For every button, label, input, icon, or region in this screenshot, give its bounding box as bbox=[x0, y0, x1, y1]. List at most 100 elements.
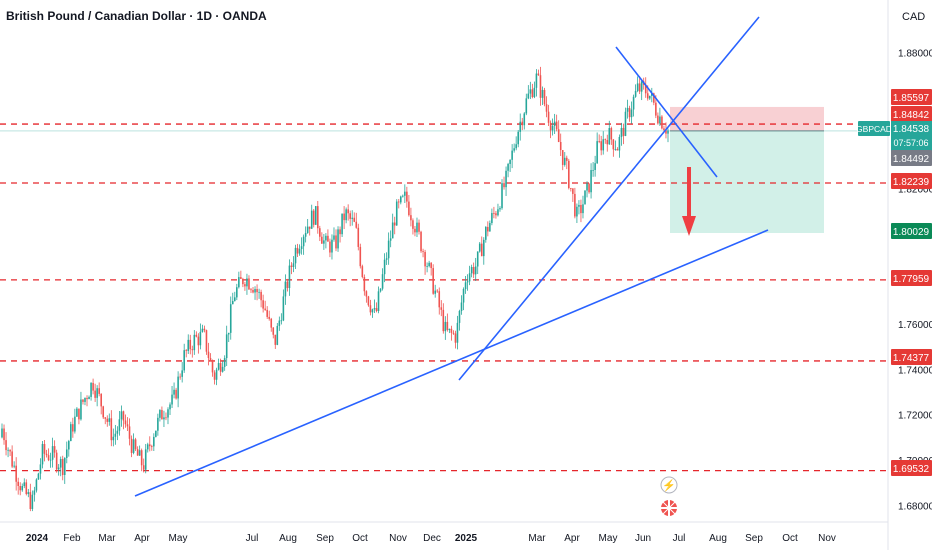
price-badge-label: 1.84842 bbox=[893, 110, 930, 121]
price-badge-label: 1.85597 bbox=[893, 93, 930, 104]
candle-body bbox=[489, 223, 491, 232]
candle-body bbox=[590, 170, 592, 193]
candle-body bbox=[256, 289, 258, 293]
candle-body bbox=[163, 417, 165, 420]
candle-body bbox=[543, 89, 546, 105]
candle-body bbox=[517, 131, 520, 145]
candle-body bbox=[302, 236, 305, 247]
candle-body bbox=[142, 465, 145, 470]
candle-body bbox=[187, 339, 190, 351]
candle-body bbox=[55, 452, 58, 470]
candle-body bbox=[150, 446, 153, 448]
candle-body bbox=[278, 320, 281, 326]
candle-body bbox=[636, 83, 639, 91]
candle-body bbox=[181, 370, 183, 377]
candle-body bbox=[343, 213, 345, 221]
currency-label[interactable]: CAD bbox=[902, 11, 925, 23]
candle-body bbox=[242, 278, 244, 285]
candle-body bbox=[361, 266, 364, 277]
uk-flag-event-icon[interactable] bbox=[661, 500, 677, 516]
candle-body bbox=[527, 93, 530, 99]
candle-body bbox=[402, 195, 404, 197]
time-axis[interactable]: 2024 Feb Mar Apr May Jul Aug Sep Oct Nov Dec 2025 Ma… bbox=[26, 533, 836, 544]
candle-body bbox=[217, 363, 220, 370]
candle-body bbox=[1, 428, 3, 438]
candle-body bbox=[507, 163, 509, 171]
candle-body bbox=[355, 221, 358, 228]
candle-body bbox=[651, 93, 653, 96]
candle-body bbox=[612, 139, 615, 150]
candle-body bbox=[600, 141, 602, 151]
down-arrow-icon bbox=[682, 167, 696, 236]
candle-body bbox=[238, 277, 240, 288]
candle-body bbox=[434, 290, 437, 294]
candle-body bbox=[653, 93, 655, 103]
x-tick-label: Aug bbox=[709, 533, 727, 544]
candle-body bbox=[618, 136, 621, 151]
candle-body bbox=[183, 350, 185, 371]
candle-body bbox=[503, 183, 505, 188]
candle-body bbox=[84, 397, 86, 402]
candle-body bbox=[337, 229, 339, 249]
candle-body bbox=[144, 449, 147, 470]
candle-body bbox=[227, 332, 230, 335]
candle-body bbox=[659, 116, 661, 124]
x-tick-label: Aug bbox=[279, 533, 297, 544]
candle-body bbox=[466, 281, 469, 283]
candle-body bbox=[634, 90, 637, 97]
candle-body bbox=[655, 102, 657, 116]
flash-event-icon[interactable]: ⚡ bbox=[660, 476, 678, 494]
candle-body bbox=[555, 121, 558, 130]
candle-body bbox=[576, 206, 578, 217]
candle-body bbox=[626, 107, 629, 112]
candle-body bbox=[406, 191, 408, 202]
candle-body bbox=[578, 204, 580, 207]
candle-body bbox=[333, 235, 335, 240]
candle-body bbox=[76, 408, 78, 417]
candle-body bbox=[118, 419, 121, 431]
candle-body bbox=[638, 83, 641, 92]
candle-body bbox=[505, 170, 507, 188]
candle-body bbox=[35, 479, 38, 491]
candle-body bbox=[65, 449, 68, 458]
x-tick-label: 2024 bbox=[26, 533, 49, 544]
candle-body bbox=[464, 282, 467, 290]
candle-body bbox=[157, 417, 159, 431]
symbol-tag-label: GBPCAD bbox=[856, 124, 892, 134]
candle-body bbox=[628, 107, 631, 118]
candle-body bbox=[284, 281, 287, 297]
x-tick-label: Apr bbox=[564, 533, 580, 544]
price-badge-label: 1.82239 bbox=[893, 177, 930, 188]
candle-body bbox=[616, 149, 619, 151]
candle-body bbox=[470, 267, 473, 274]
long-term-trendline bbox=[134, 229, 769, 497]
candle-body bbox=[292, 263, 295, 267]
candle-body bbox=[474, 266, 477, 275]
candle-body bbox=[387, 240, 390, 259]
candle-body bbox=[252, 290, 254, 293]
candle-body bbox=[553, 121, 556, 126]
candle-body bbox=[389, 238, 392, 241]
candle-body bbox=[282, 296, 285, 321]
candle-body bbox=[11, 451, 13, 467]
x-tick-label: Nov bbox=[818, 533, 836, 544]
candle-body bbox=[379, 288, 382, 292]
stop-loss-zone bbox=[670, 106, 824, 131]
candle-body bbox=[499, 208, 501, 210]
y-tick-label: 1.74000 bbox=[898, 365, 932, 376]
candle-body bbox=[565, 157, 568, 161]
candle-body bbox=[266, 309, 268, 317]
candle-body bbox=[450, 328, 453, 333]
candle-body bbox=[310, 210, 313, 229]
candle-body bbox=[521, 121, 524, 126]
price-badge-label: 1.84492 bbox=[893, 154, 930, 165]
svg-text:⚡: ⚡ bbox=[662, 479, 676, 492]
price-badge bbox=[891, 270, 932, 286]
candle-body bbox=[525, 98, 528, 114]
candle-body bbox=[197, 336, 200, 346]
candle-body bbox=[280, 320, 283, 322]
price-badge bbox=[891, 223, 932, 239]
candle-body bbox=[341, 213, 343, 235]
